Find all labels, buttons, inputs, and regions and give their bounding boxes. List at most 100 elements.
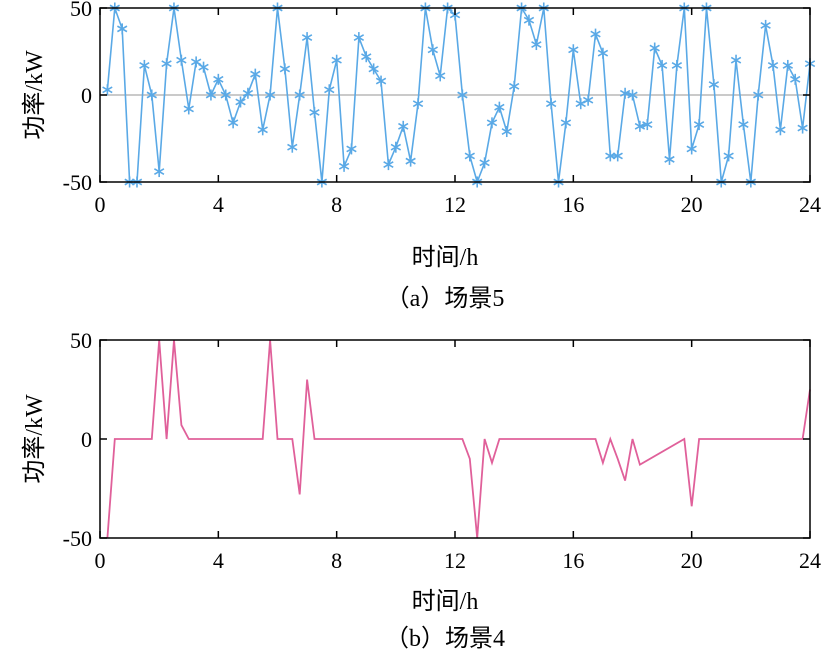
data-point — [161, 58, 172, 70]
data-point — [183, 103, 194, 115]
y-tick-label: 0 — [81, 83, 92, 108]
data-point — [264, 89, 276, 101]
panel-caption: （a）场景5 — [386, 286, 505, 312]
data-point — [353, 32, 365, 44]
data-point — [331, 54, 342, 66]
data-point — [568, 44, 579, 56]
data-point — [560, 117, 572, 129]
data-point — [220, 89, 231, 101]
data-point — [435, 70, 446, 82]
data-point — [760, 19, 771, 31]
data-point — [242, 87, 254, 99]
data-point — [597, 47, 609, 59]
data-point — [634, 120, 646, 132]
data-point — [102, 84, 113, 96]
x-tick-label: 20 — [681, 192, 703, 217]
data-point — [205, 89, 217, 101]
data-point — [627, 89, 638, 101]
data-point — [531, 39, 542, 51]
data-point — [190, 56, 202, 68]
data-point — [338, 160, 350, 172]
data-point — [287, 141, 298, 153]
data-point — [479, 157, 490, 169]
x-tick-label: 24 — [799, 548, 821, 573]
data-point — [494, 101, 505, 113]
x-axis-label: 时间/h — [412, 244, 479, 271]
x-tick-label: 4 — [213, 548, 224, 573]
data-point — [227, 117, 239, 129]
data-point — [619, 87, 631, 99]
x-tick-label: 0 — [95, 192, 106, 217]
data-point — [427, 44, 438, 56]
data-point — [279, 63, 291, 75]
data-point — [383, 159, 394, 171]
y-tick-label: 50 — [70, 328, 92, 353]
x-axis-label: 时间/h — [412, 588, 479, 615]
data-point — [545, 98, 557, 110]
data-point — [257, 124, 268, 136]
data-point — [301, 32, 313, 44]
y-tick-label: -50 — [63, 170, 92, 195]
data-point — [753, 89, 764, 101]
data-point — [723, 150, 734, 162]
data-point — [612, 150, 623, 162]
data-point — [775, 124, 786, 136]
data-point — [738, 119, 749, 131]
x-tick-label: 12 — [444, 548, 466, 573]
x-tick-label: 16 — [562, 548, 584, 573]
y-axis-label: 功率/kW — [21, 50, 48, 140]
data-point — [708, 79, 720, 91]
data-point — [508, 80, 520, 92]
data-point — [153, 166, 165, 178]
y-tick-label: 50 — [70, 0, 92, 21]
data-point — [656, 59, 668, 71]
data-point — [575, 98, 586, 110]
x-tick-label: 24 — [799, 192, 821, 217]
x-tick-label: 8 — [331, 548, 342, 573]
data-point — [309, 106, 320, 118]
x-tick-label: 12 — [444, 192, 466, 217]
data-point — [368, 63, 379, 75]
data-point — [464, 150, 475, 162]
y-tick-label: -50 — [63, 526, 92, 551]
y-tick-label: 0 — [81, 427, 92, 452]
data-point — [390, 141, 402, 153]
data-point — [213, 73, 224, 85]
y-axis-label: 功率/kW — [21, 394, 48, 484]
x-tick-label: 16 — [562, 192, 584, 217]
data-point — [457, 89, 468, 101]
data-point — [797, 122, 808, 134]
data-point — [117, 23, 128, 35]
data-point — [346, 143, 357, 155]
data-point — [412, 98, 424, 110]
data-point — [664, 153, 675, 165]
data-point — [671, 59, 683, 71]
data-point — [730, 54, 742, 66]
data-point — [590, 28, 601, 40]
data-point — [324, 84, 335, 96]
data-point — [375, 75, 387, 87]
data-point — [523, 14, 535, 26]
data-point — [790, 73, 801, 85]
x-tick-label: 0 — [95, 548, 106, 573]
panel-caption: （b）场景4 — [385, 626, 505, 652]
data-point — [501, 126, 512, 138]
data-point — [198, 61, 209, 73]
x-tick-label: 4 — [213, 192, 224, 217]
data-point — [361, 51, 372, 63]
data-point — [294, 89, 305, 101]
data-point — [686, 143, 697, 155]
data-point — [649, 42, 660, 54]
data-point — [693, 119, 705, 131]
series-line — [106, 5, 811, 185]
data-point — [235, 96, 246, 108]
x-tick-label: 20 — [681, 548, 703, 573]
data-point — [767, 59, 779, 71]
data-point — [486, 117, 498, 129]
data-point — [139, 59, 150, 71]
data-point — [398, 120, 409, 132]
